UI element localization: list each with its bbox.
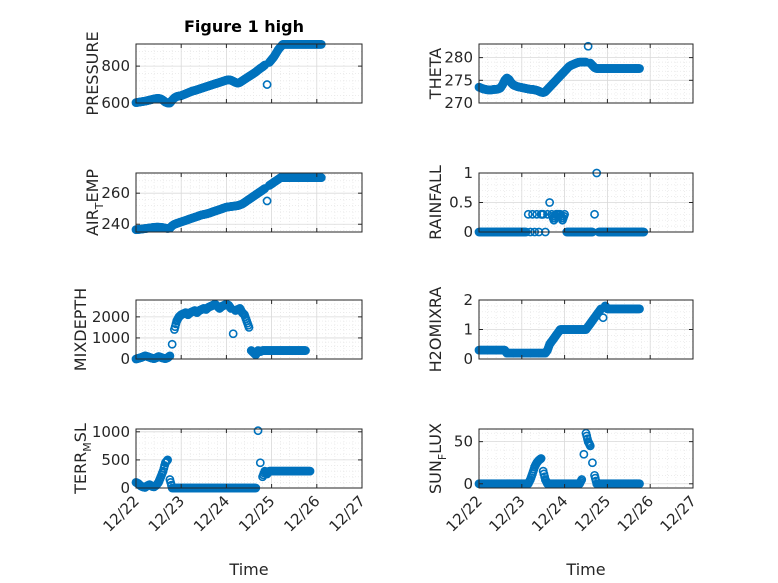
y-tick-label: 0	[120, 350, 130, 368]
x-tick-label: 12/23	[485, 492, 528, 535]
y-axis-label: THETA	[426, 48, 445, 100]
data-point	[543, 209, 552, 219]
data-point	[579, 449, 589, 459]
y-axis-label: MIXDEPTH	[71, 288, 90, 371]
y-tick-label: 275	[444, 71, 473, 89]
y-axis-label: H2OMIXRA	[426, 287, 445, 373]
axes-frame	[135, 172, 363, 233]
data-point	[228, 329, 238, 339]
chart-panel-8: 0 50 12/22 12/23 12/24 12/25 12/26 12/27 Time SUN…	[426, 423, 700, 579]
y-axis-label: PRESSURE	[83, 31, 102, 115]
data-point	[635, 304, 644, 314]
x-axis-label: Time	[228, 560, 268, 579]
y-tick-label: 1000	[92, 423, 130, 441]
x-tick-label: 12/23	[145, 492, 188, 535]
data-point	[262, 80, 272, 89]
y-axis-label: AIRTEMP	[83, 169, 106, 236]
data-point	[588, 458, 597, 468]
x-tick-label: 12/22	[443, 492, 486, 535]
data-point	[316, 173, 326, 183]
axes-frame	[135, 299, 363, 360]
x-tick-label: 12/25	[571, 492, 614, 535]
y-tick-label: 1	[463, 321, 473, 339]
y-tick-label: 0	[463, 350, 473, 368]
axes-frame	[135, 428, 363, 489]
chart-panel-4: 0 0.5 1 RAINFALL	[426, 164, 694, 241]
y-tick-label: 280	[444, 49, 473, 67]
y-tick-label: 240	[101, 215, 130, 233]
y-tick-label: 0	[463, 475, 473, 493]
axes-frame	[478, 428, 694, 489]
y-tick-label: 0	[120, 479, 130, 497]
y-tick-label: 1000	[92, 329, 130, 347]
data-point	[255, 458, 265, 468]
y-tick-label: 800	[101, 57, 130, 75]
y-tick-label: 0.5	[449, 194, 473, 212]
data-point	[598, 313, 608, 323]
data-point	[528, 209, 537, 219]
x-tick-label: 12/27	[326, 492, 369, 535]
figure-title: Figure 1 high	[184, 17, 304, 36]
y-tick-label: 1	[463, 164, 473, 182]
data-point	[523, 209, 533, 219]
data-point	[253, 426, 263, 436]
data-point	[538, 209, 548, 219]
data-point	[583, 41, 593, 51]
x-tick-label: 12/26	[280, 492, 323, 535]
y-axis-label: TERRMSL	[71, 423, 94, 495]
data-point	[585, 441, 595, 451]
data-point	[536, 454, 546, 463]
data-point	[305, 466, 315, 476]
data-point	[635, 479, 644, 489]
y-axis-label: RAINFALL	[426, 165, 445, 240]
axes-frame	[135, 43, 363, 104]
x-tick-label: 12/24	[190, 492, 233, 535]
data-point	[262, 196, 272, 206]
chart-panel-6: 0 1 2 H2OMIXRA	[426, 287, 694, 373]
x-tick-label: 12/27	[657, 492, 700, 535]
data-point	[577, 475, 587, 484]
y-tick-label: 600	[101, 94, 130, 112]
y-tick-label: 270	[444, 94, 473, 112]
data-point	[590, 209, 599, 219]
x-tick-label: 12/24	[528, 492, 571, 535]
x-tick-label: 12/25	[235, 492, 278, 535]
data-point	[167, 339, 177, 349]
y-tick-label: 2	[463, 291, 473, 309]
data-point	[244, 322, 254, 332]
data-point	[635, 64, 644, 73]
chart-panel-7: 0 500 1000 12/22 12/23 12/24 12/25 12/26 12/27 Ti…	[71, 423, 369, 579]
y-tick-label: 260	[101, 184, 130, 202]
y-tick-label: 50	[454, 433, 473, 451]
y-tick-label: 500	[101, 451, 130, 469]
data-point	[163, 455, 173, 465]
axes-frame	[478, 43, 694, 104]
y-axis-label: SUNFLUX	[426, 423, 449, 494]
x-tick-label: 12/26	[614, 492, 657, 535]
data-point	[560, 209, 569, 219]
data-point	[301, 346, 310, 355]
y-tick-label: 2000	[92, 308, 130, 326]
data-point	[545, 198, 555, 207]
x-tick-label: 12/22	[100, 492, 143, 535]
x-axis-label: Time	[565, 560, 605, 579]
y-tick-label: 0	[463, 223, 473, 241]
